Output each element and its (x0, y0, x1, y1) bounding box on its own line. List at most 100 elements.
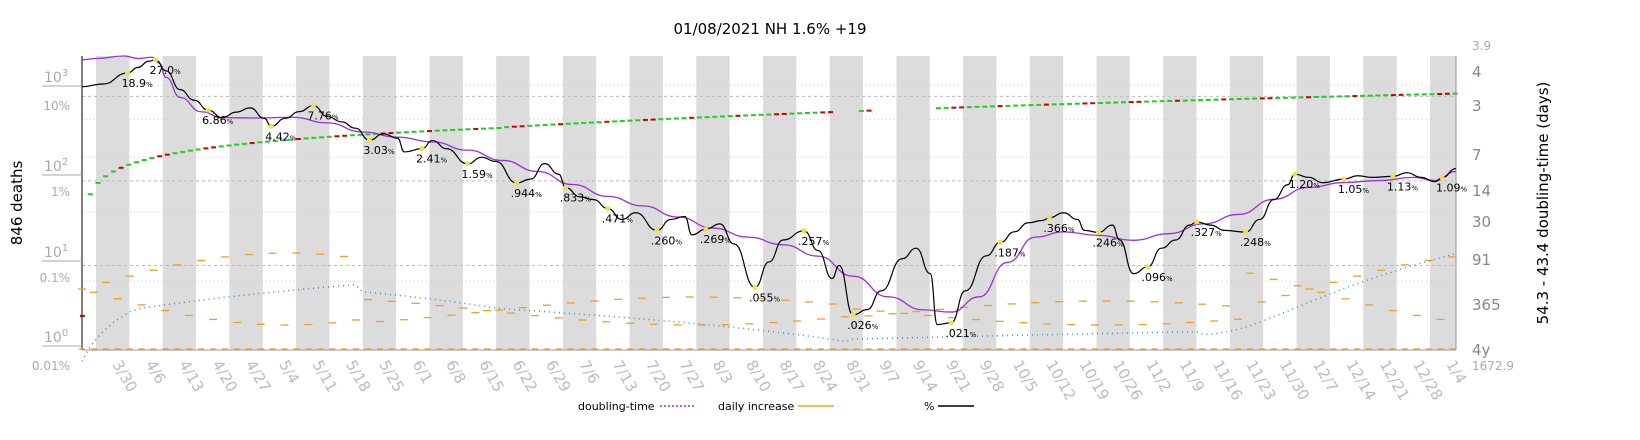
annotation-dot (1341, 176, 1347, 182)
annotation-dot (514, 180, 520, 186)
week-band (296, 56, 330, 350)
smoothed-rate-line (81, 252, 1457, 362)
x-tick-label: 10/5 (1009, 357, 1041, 395)
annotation-dot (1439, 175, 1445, 181)
annotation-dot (1194, 219, 1200, 225)
week-band (429, 56, 463, 350)
doubling-time-line (81, 55, 1457, 313)
annotation-label: 2.41% (416, 153, 448, 166)
week-band (1229, 56, 1264, 350)
annotation-dot (419, 146, 425, 152)
y-tick-doubling: 365 (1472, 296, 1501, 314)
y-axis-label-left: 846 deaths (8, 161, 26, 246)
week-band (1029, 56, 1064, 350)
week-band (96, 56, 130, 350)
x-tick-label: 5/4 (275, 357, 303, 387)
y-tick-percent: 0.01% (32, 359, 70, 373)
annotation-dot (1292, 171, 1298, 177)
annotation-label: 6.86% (202, 114, 234, 127)
x-tick-label: 10/26 (1109, 357, 1146, 403)
y-tick-doubling: 7 (1472, 146, 1482, 164)
annotation-label: .944% (511, 187, 543, 200)
annotation-label: .471% (602, 213, 634, 226)
x-tick-label: 6/15 (475, 357, 507, 395)
x-tick-label: 9/7 (876, 357, 904, 387)
annotation-label: 27.0% (150, 64, 182, 77)
y-tick-doubling: 4y (1472, 341, 1491, 359)
week-band (362, 56, 397, 350)
annotation-label: 4.42% (265, 130, 297, 143)
week-band (1096, 56, 1130, 350)
x-tick-label: 6/22 (509, 357, 541, 395)
annotation-percent-sign: % (823, 239, 830, 247)
week-bands (96, 56, 1456, 350)
annotation-percent-sign: % (535, 191, 542, 199)
week-band (1296, 56, 1330, 350)
x-tick-label: 7/27 (675, 357, 707, 395)
annotation-percent-sign: % (970, 331, 977, 339)
y-tick-deaths-exponent: 3 (62, 68, 68, 79)
annotation-percent-sign: % (872, 323, 879, 331)
annotation-dot (605, 206, 611, 212)
x-tick-label: 12/7 (1309, 357, 1341, 395)
annotation-percent-sign: % (332, 114, 339, 122)
annotation-percent-sign: % (1264, 240, 1271, 248)
x-tick-label: 4/27 (242, 357, 274, 395)
annotation-dot (1145, 264, 1151, 270)
x-tick-label: 11/2 (1142, 357, 1174, 395)
y-tick-deaths: 102 (44, 157, 68, 175)
annotation-label: 1.05% (1338, 183, 1370, 196)
y-tick-deaths-exponent: 1 (62, 243, 68, 254)
annotation-dot (850, 312, 856, 318)
y-tick-deaths: 101 (44, 243, 68, 261)
y-tick-doubling: 30 (1472, 213, 1491, 231)
right-bottom-value: 1672.9 (1472, 359, 1514, 373)
annotation-percent-sign: % (174, 68, 181, 76)
annotation-percent-sign: % (626, 217, 633, 225)
x-tick-label: 6/8 (442, 357, 470, 387)
x-tick-label: 9/28 (976, 357, 1008, 395)
week-band (1163, 56, 1197, 350)
x-tick-label: 1/4 (1443, 357, 1471, 387)
x-tick-label: 8/3 (709, 357, 737, 387)
series-layer (78, 55, 1458, 362)
week-band (496, 56, 530, 350)
annotation-label: .096% (1142, 271, 1174, 284)
annotation-dot (205, 107, 211, 113)
x-tick-label: 7/13 (609, 357, 641, 395)
y-tick-doubling: 14 (1472, 182, 1491, 200)
week-band (229, 56, 263, 350)
x-tick-label: 8/10 (742, 357, 774, 395)
y-tick-deaths-exponent: 2 (62, 157, 68, 168)
legend-label: daily increase (718, 400, 794, 413)
annotation-label: 1.09% (1436, 182, 1468, 195)
annotation-percent-sign: % (1166, 275, 1173, 283)
x-tick-label: 7/20 (642, 357, 674, 395)
week-band (1429, 56, 1456, 350)
annotation-dot (366, 137, 372, 143)
annotation-label: .366% (1043, 222, 1075, 235)
legend-label: doubling-time (578, 400, 655, 413)
y-tick-deaths: 100 (44, 328, 68, 346)
annotation-percent-sign: % (675, 238, 682, 246)
annotation-label: .026% (847, 319, 879, 332)
annotation-dot (310, 103, 316, 109)
annotation-percent-sign: % (440, 157, 447, 165)
y-tick-doubling: 3.9 (1472, 39, 1491, 53)
y-tick-percent: 10% (43, 99, 70, 113)
annotation-dot (1095, 229, 1101, 235)
annotation-percent-sign: % (773, 295, 780, 303)
annotation-percent-sign: % (584, 196, 591, 204)
percent-line (81, 59, 1457, 326)
annotation-percent-sign: % (486, 172, 493, 180)
annotation-percent-sign: % (1068, 226, 1075, 234)
chart-title: 01/08/2021 NH 1.6% +19 (673, 20, 866, 38)
annotation-label: 18.9% (122, 77, 154, 90)
annotation-percent-sign: % (227, 118, 234, 126)
y-tick-doubling: 4 (1472, 63, 1482, 81)
annotation-label: .260% (651, 234, 683, 247)
x-tick-label: 9/14 (909, 357, 941, 395)
x-tick-label: 4/13 (175, 357, 207, 395)
x-tick-label: 8/31 (842, 357, 874, 395)
